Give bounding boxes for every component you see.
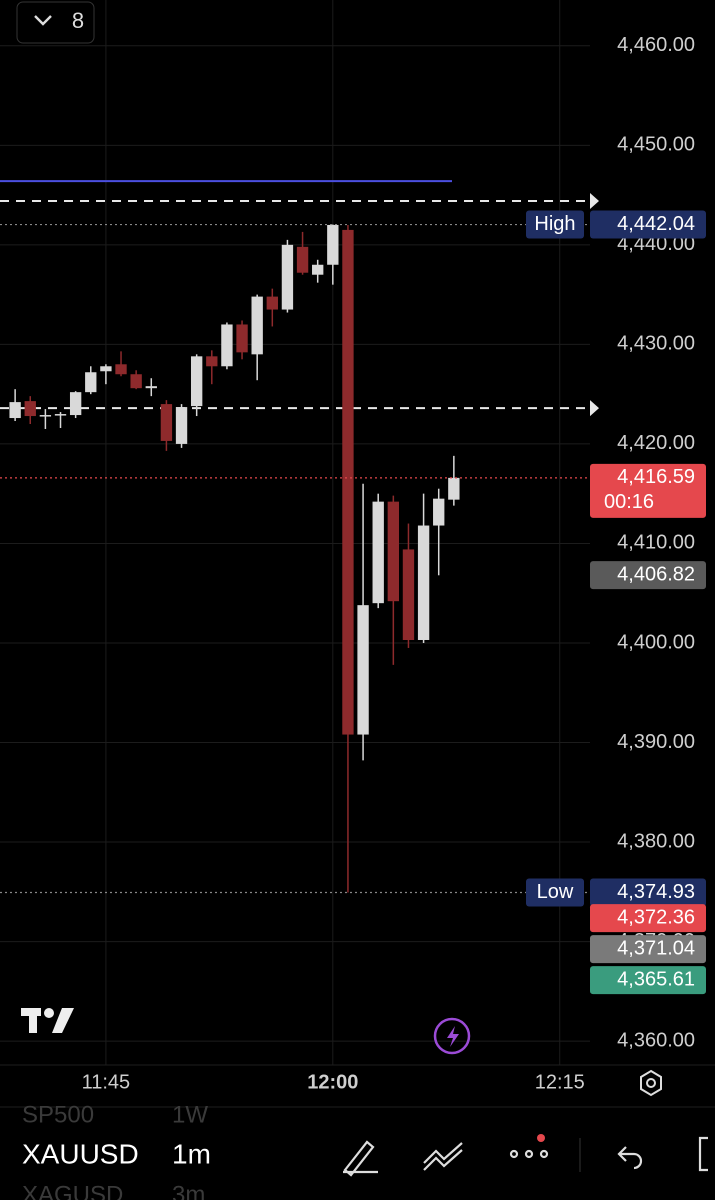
candle-body [342,229,354,735]
y-tick-label: 4,410.00 [617,532,695,554]
candle-body [251,296,263,355]
countdown: 00:16 [604,491,654,513]
candle-body [327,224,339,265]
candle-body [312,264,324,275]
y-tick-label: 4,430.00 [617,333,695,355]
price-name-box [526,878,584,907]
candle-body [387,501,400,602]
y-tick-label: 4,400.00 [617,631,695,653]
candle-body [175,407,188,444]
candle-body [9,402,21,419]
candle-body [39,415,52,417]
line-handle [590,193,599,210]
lightning-button[interactable] [433,1017,471,1055]
candle-body [145,386,157,389]
candle-body [221,324,233,367]
candle-body [130,374,142,389]
y-tick-label: 4,360.00 [617,1029,695,1051]
interval[interactable]: 1m [172,1138,211,1169]
y-tick-label: 4,390.00 [617,731,695,753]
x-tick-label: 12:15 [535,1071,585,1093]
undo-button[interactable] [617,1146,643,1170]
x-tick-label: 12:00 [307,1071,358,1093]
price-label: 4,365.61 [617,968,695,990]
plot: 4,360.004,370.004,380.004,390.004,400.00… [0,0,706,1093]
candle-body [266,296,278,310]
candle-body [24,401,36,417]
logo [21,1008,74,1033]
y-tick-label: 4,450.00 [617,134,695,156]
fullscreen-button[interactable] [698,1136,708,1172]
indicator-tool[interactable] [423,1142,463,1171]
price-label: 4,374.93 [617,881,695,903]
price-label-box [590,904,706,933]
price-label-box [590,966,706,995]
draw-tool[interactable] [343,1140,378,1177]
price-label-box [590,463,706,518]
y-tick-label: 4,420.00 [617,432,695,454]
candle-body [448,477,460,500]
candle-body [160,404,173,441]
more-button[interactable] [509,1149,549,1159]
candle-body [100,366,112,372]
candle-body [417,525,430,640]
symbol[interactable]: XAUUSD [22,1138,139,1169]
price-label-box [590,935,706,964]
price-name-box [526,210,584,239]
prev-symbol: SP500 [22,1101,94,1128]
candle-body [357,605,369,735]
price-label-box [590,210,706,239]
next-interval: 3m [172,1181,205,1200]
candle-body [69,392,82,416]
candle-body [433,498,445,526]
interval-button[interactable]: 8 [16,1,95,44]
line-handle [590,400,599,417]
candle-body [54,414,67,416]
candle-body [115,364,127,375]
price-label-box [590,878,706,907]
price-label: 4,416.59 [617,466,695,488]
candle-body [372,501,384,604]
candle-body [206,356,218,367]
candle-body [85,372,97,393]
price-label-box [590,561,706,590]
interval-badge: 8 [72,8,84,33]
candle-body [281,244,294,310]
price-label: 4,442.04 [617,213,695,235]
x-tick-label: 11:45 [82,1071,131,1093]
y-tick-label: 4,440.00 [617,233,695,255]
candle-body [402,549,415,640]
y-tick-label: 4,380.00 [617,830,695,852]
settings-button[interactable] [640,1069,662,1097]
prev-interval: 1W [172,1101,208,1128]
candle-body [296,246,309,273]
next-symbol: XAGUSD [22,1181,123,1200]
price-label: 4,406.82 [617,563,695,585]
price-name: High [534,213,575,235]
price-name: Low [537,881,574,903]
candle-body [190,356,203,407]
price-label: 4,371.04 [617,937,695,959]
candle-body [236,324,248,353]
price-label: 4,372.36 [617,906,695,928]
y-tick-label: 4,460.00 [617,34,695,56]
